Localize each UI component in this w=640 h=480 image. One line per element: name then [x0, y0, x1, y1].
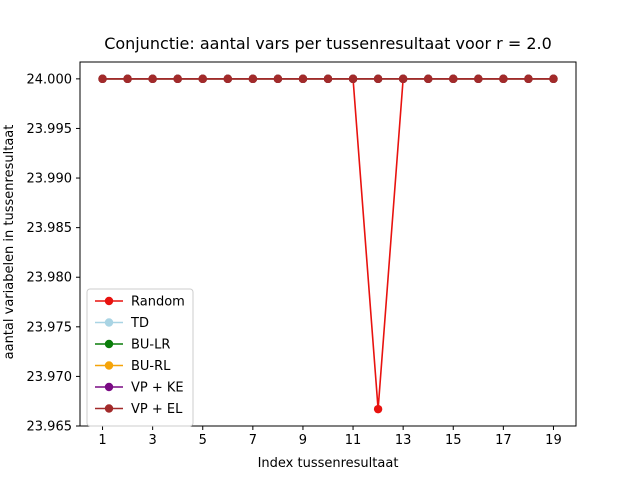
legend-label: BU-LR	[131, 338, 170, 353]
x-tick-label: 3	[149, 433, 157, 448]
legend-label: Random	[131, 295, 185, 310]
y-tick-label: 23.980	[27, 271, 73, 286]
data-point	[373, 404, 383, 414]
plot-frame	[79, 61, 577, 427]
y-tick-label: 23.975	[27, 320, 73, 335]
legend-item: VP + KE	[95, 381, 184, 396]
x-tick-label: 9	[299, 433, 307, 448]
y-tick-label: 23.995	[27, 122, 73, 137]
legend-label: BU-RL	[131, 359, 171, 374]
axes-layer: 1 3 5 7 9 11 13 15 17 1923.96523.97023.97523.9802…	[27, 61, 577, 448]
legend: Random TD BU-LR BU-RL VP + KE VP + EL	[86, 288, 194, 427]
series-5	[98, 74, 558, 84]
data-point	[424, 74, 433, 84]
data-point	[148, 74, 157, 84]
data-point	[323, 74, 333, 84]
legend-label: VP + KE	[131, 381, 184, 396]
y-axis-label: aantal variabelen in tussenresultaat	[2, 125, 17, 360]
legend-marker	[104, 318, 114, 327]
legend-marker	[104, 382, 114, 392]
data-point	[398, 74, 408, 84]
data-point	[449, 74, 458, 84]
data-point	[248, 74, 258, 84]
data-point	[123, 74, 132, 84]
legend-item: BU-LR	[95, 338, 170, 353]
legend-item: TD	[95, 316, 149, 331]
legend-label: VP + EL	[131, 402, 183, 417]
x-tick-label: 11	[345, 433, 362, 448]
data-point	[499, 74, 508, 84]
x-tick-label: 19	[545, 433, 562, 448]
x-tick-label: 7	[249, 433, 257, 448]
data-point	[198, 74, 207, 84]
x-tick-label: 13	[395, 433, 412, 448]
legend-item: VP + EL	[95, 402, 183, 417]
legend-marker	[104, 296, 114, 306]
legend-label: TD	[130, 316, 149, 331]
legend-item: Random	[95, 295, 185, 310]
data-point	[298, 74, 308, 84]
data-point	[524, 74, 533, 84]
x-tick-label: 5	[199, 433, 207, 448]
chart-title: Conjunctie: aantal vars per tussenresult…	[104, 34, 552, 53]
y-tick-label: 23.985	[27, 221, 73, 236]
series-layer	[98, 74, 558, 414]
data-point	[98, 74, 107, 84]
y-tick-label: 23.965	[27, 420, 73, 435]
x-tick-label: 15	[445, 433, 462, 448]
data-point	[549, 74, 558, 84]
legend-marker	[104, 404, 114, 413]
y-tick-label: 23.970	[27, 370, 73, 385]
x-tick-label: 1	[98, 433, 106, 448]
y-tick-label: 23.990	[27, 172, 73, 187]
data-point	[173, 74, 182, 84]
y-tick-label: 24.000	[27, 72, 73, 87]
data-point	[223, 74, 232, 84]
legend-item: BU-RL	[95, 359, 171, 374]
legend-marker	[104, 339, 114, 349]
x-axis-label: Index tussenresultaat	[258, 456, 399, 471]
x-tick-label: 17	[495, 433, 512, 448]
data-point	[474, 74, 483, 84]
data-point	[373, 74, 383, 84]
data-point	[273, 74, 283, 84]
data-point	[348, 74, 358, 84]
legend-marker	[104, 361, 114, 370]
